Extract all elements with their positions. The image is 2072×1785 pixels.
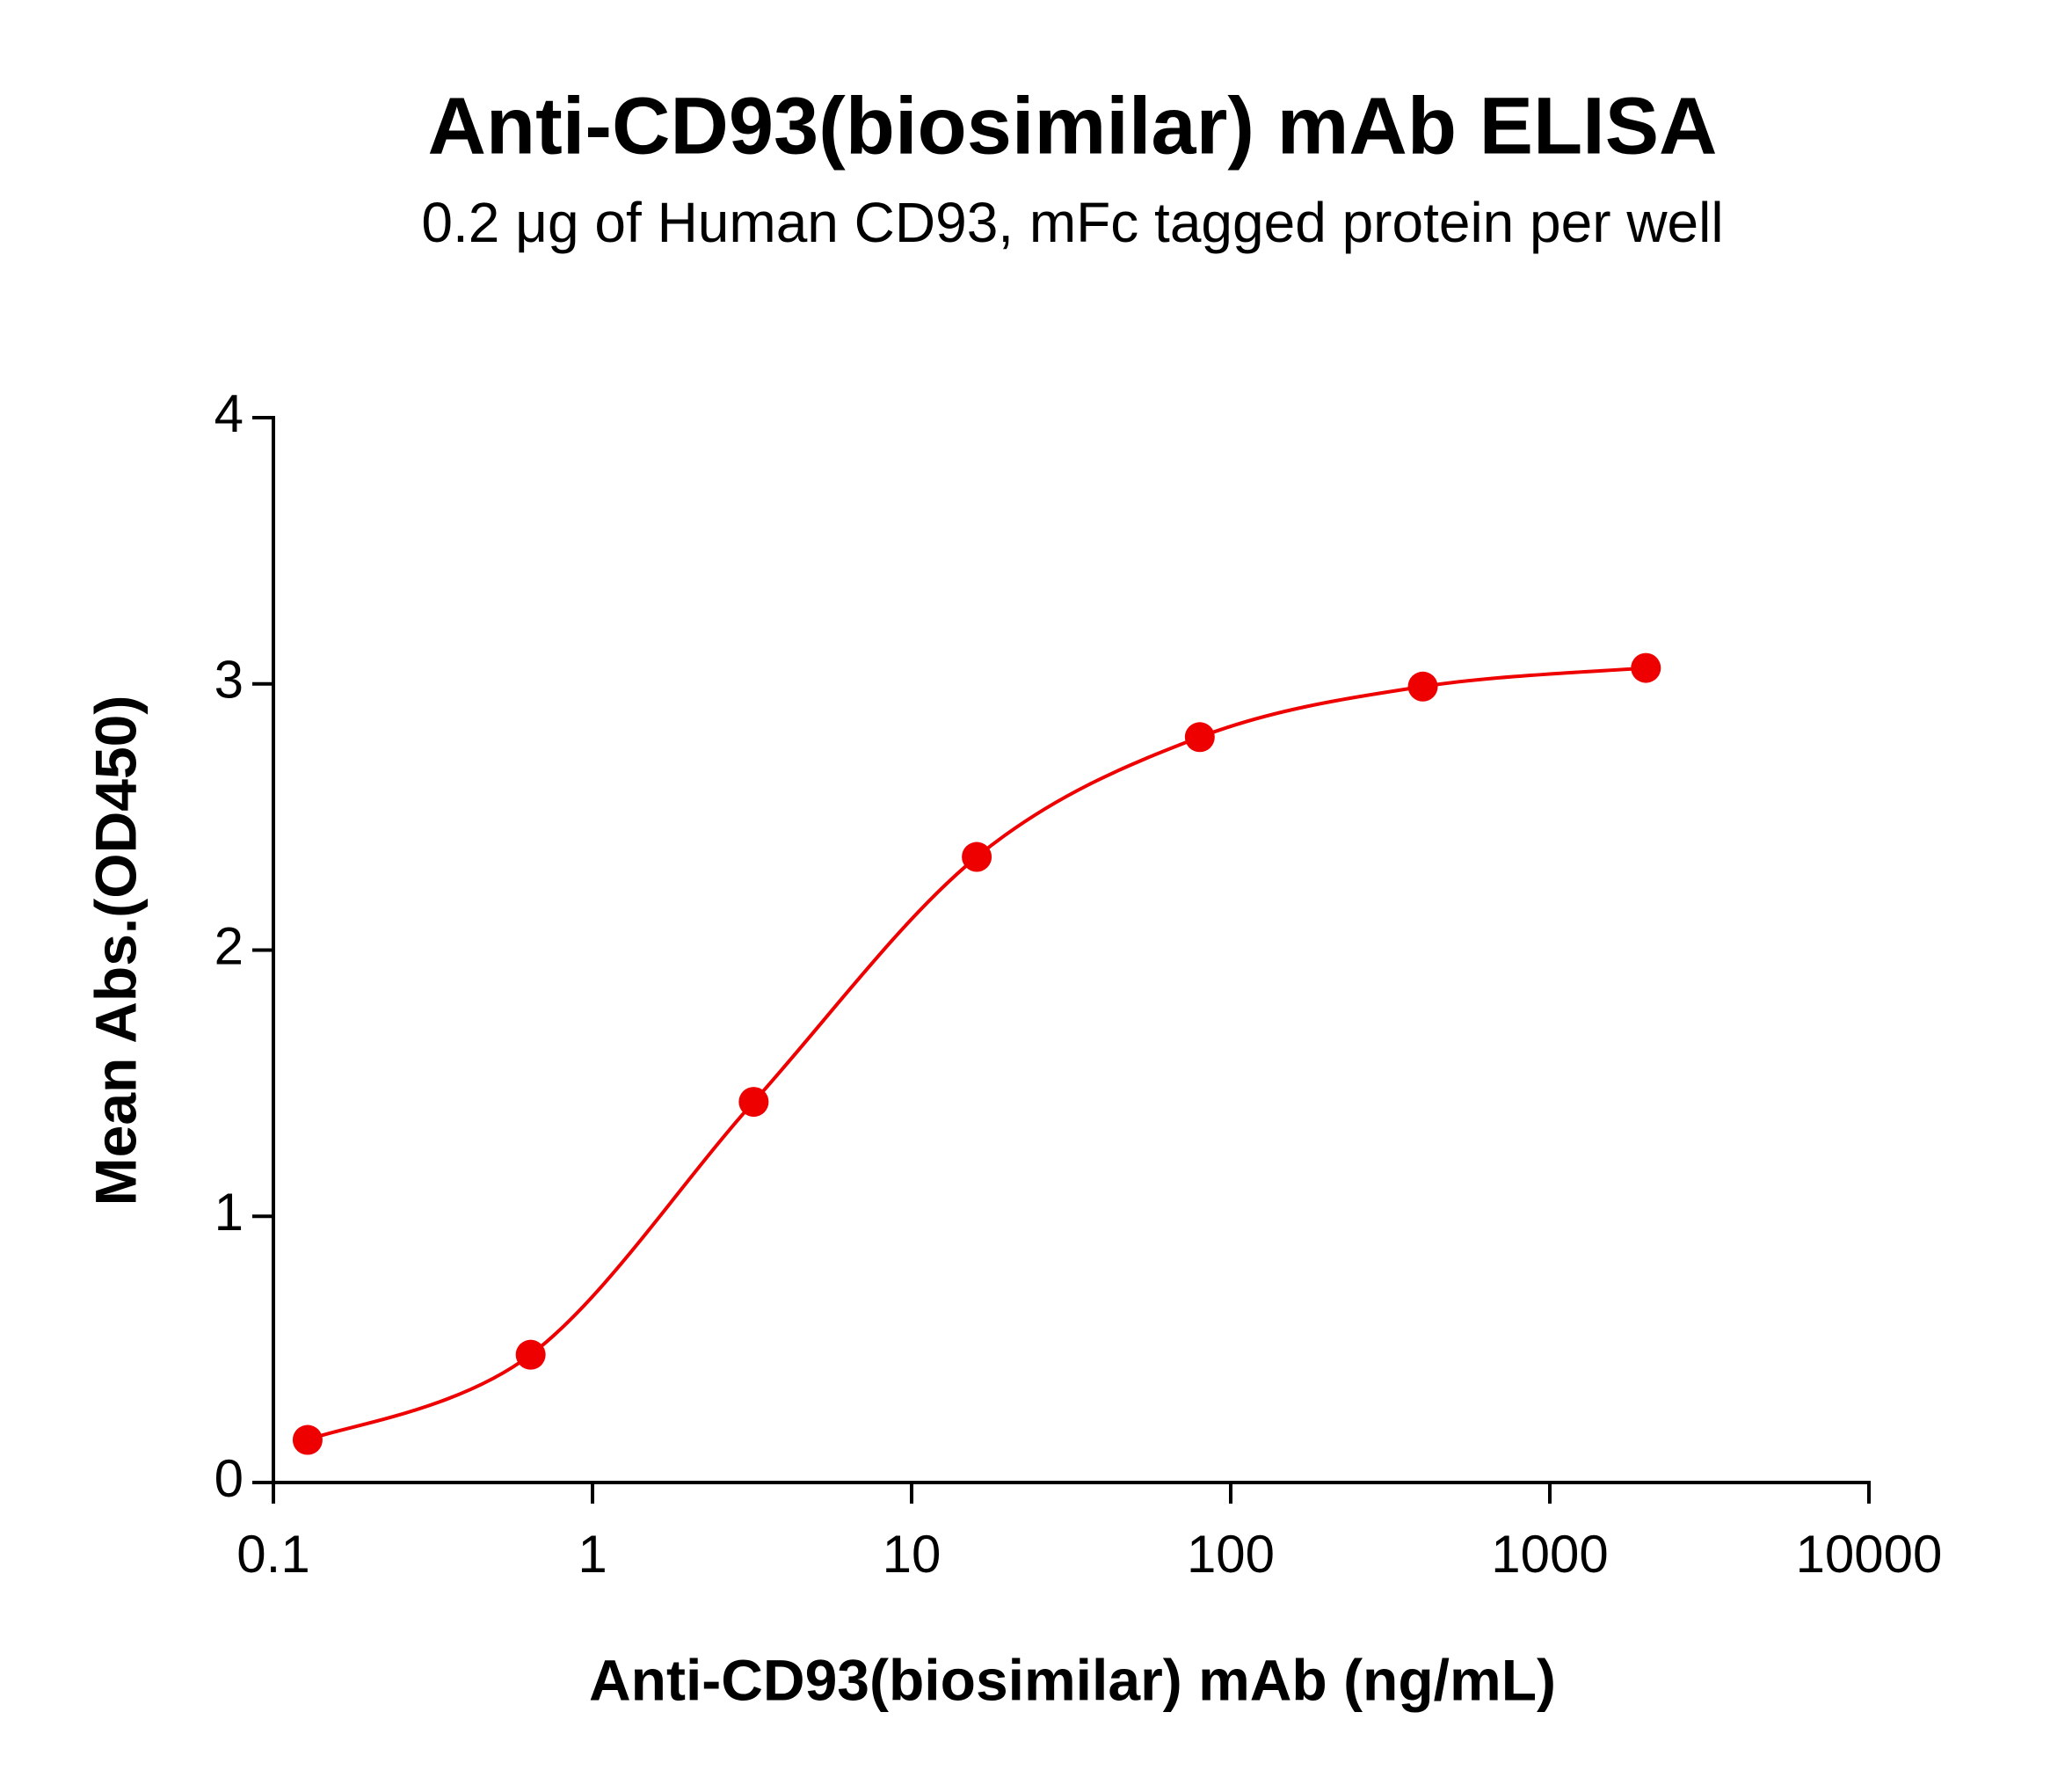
x-tick-label: 100	[1187, 1525, 1275, 1584]
x-tick-label: 10	[883, 1525, 941, 1584]
x-axis-title: Anti-CD93(biosimilar) mAb (ng/mL)	[589, 1647, 1556, 1712]
data-point	[1407, 671, 1438, 702]
y-tick-label: 2	[214, 916, 244, 975]
data-point	[738, 1087, 769, 1118]
data-point	[1184, 722, 1215, 753]
data-point	[962, 842, 992, 872]
y-tick-label: 1	[214, 1183, 244, 1242]
data-point	[292, 1424, 323, 1455]
data-point	[515, 1339, 546, 1370]
x-tick-label: 1000	[1491, 1525, 1608, 1584]
y-tick-label: 3	[214, 651, 244, 710]
y-axis-title: Mean Abs.(OD450)	[83, 696, 148, 1206]
x-tick-label: 1	[578, 1525, 607, 1584]
chart-title: Anti-CD93(biosimilar) mAb ELISA	[427, 81, 1717, 171]
x-tick-label: 10000	[1796, 1525, 1943, 1584]
data-point	[1631, 652, 1661, 683]
x-tick-label: 0.1	[236, 1525, 309, 1584]
fit-curve	[307, 666, 1647, 1442]
y-tick-label: 4	[214, 384, 244, 443]
chart-subtitle: 0.2 μg of Human CD93, mFc tagged protein…	[421, 191, 1723, 254]
y-tick-label: 0	[214, 1449, 244, 1508]
